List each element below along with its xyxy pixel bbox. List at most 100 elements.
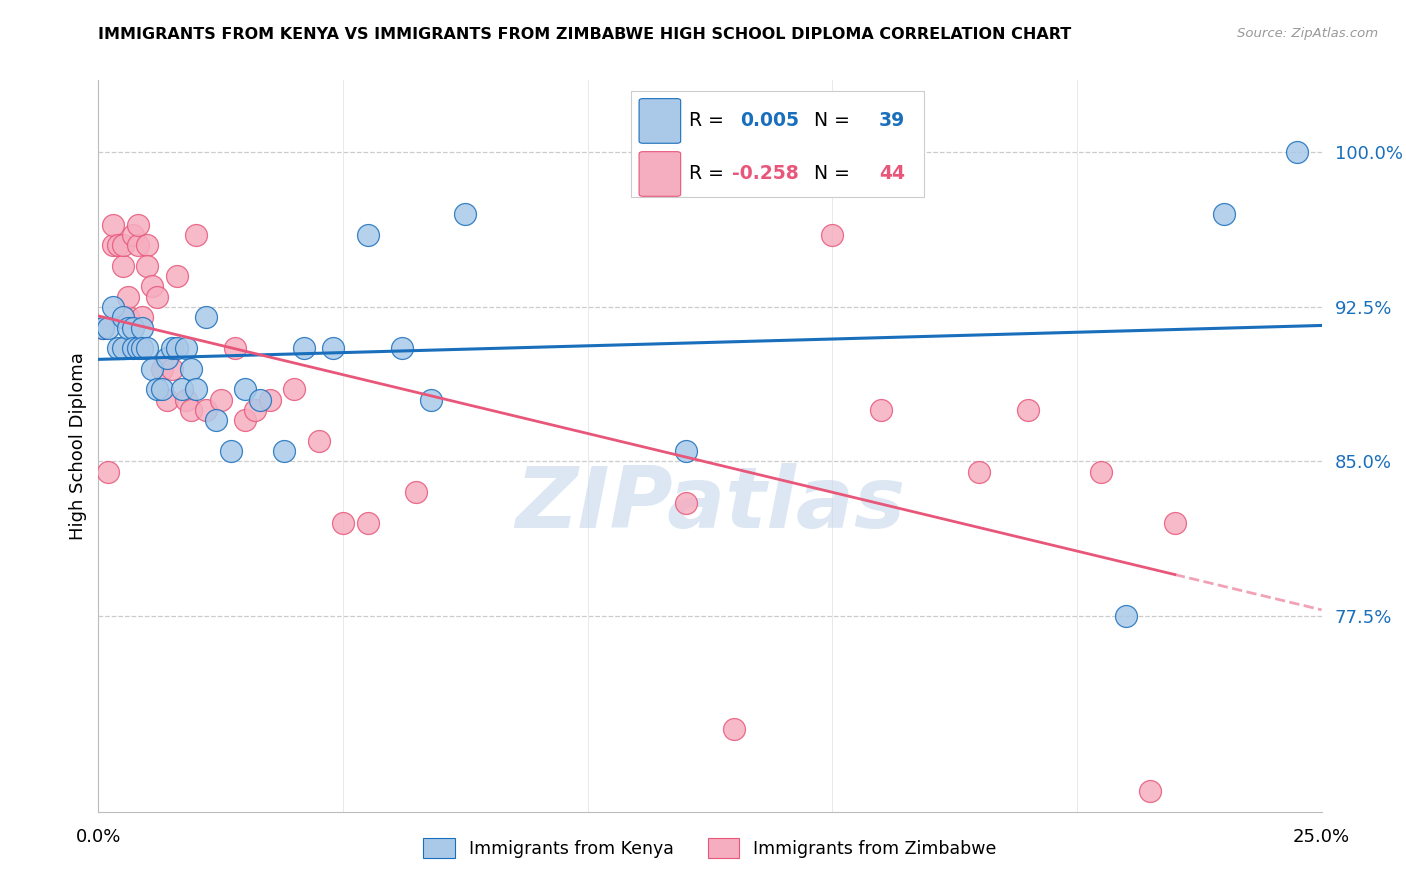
Point bbox=[117, 290, 139, 304]
Point bbox=[141, 279, 163, 293]
Point bbox=[141, 361, 163, 376]
Point bbox=[111, 341, 134, 355]
Text: 25.0%: 25.0% bbox=[1294, 828, 1350, 847]
Point bbox=[166, 341, 188, 355]
Point bbox=[1212, 207, 1234, 221]
Text: N =: N = bbox=[801, 112, 856, 130]
Point bbox=[111, 310, 134, 325]
Point bbox=[170, 382, 193, 396]
Point bbox=[166, 268, 188, 283]
Point bbox=[454, 207, 477, 221]
Point bbox=[420, 392, 443, 407]
Point bbox=[870, 403, 893, 417]
Point bbox=[356, 516, 378, 531]
Point bbox=[97, 320, 120, 334]
Point bbox=[127, 238, 149, 252]
Point bbox=[675, 444, 697, 458]
Point bbox=[117, 320, 139, 334]
Text: Source: ZipAtlas.com: Source: ZipAtlas.com bbox=[1237, 27, 1378, 40]
Point bbox=[405, 485, 427, 500]
Point bbox=[146, 290, 169, 304]
Point bbox=[136, 238, 159, 252]
Point bbox=[160, 341, 183, 355]
Point bbox=[111, 259, 134, 273]
Point bbox=[176, 341, 198, 355]
Point bbox=[186, 227, 208, 242]
Point bbox=[1090, 465, 1112, 479]
Point bbox=[121, 320, 143, 334]
FancyBboxPatch shape bbox=[640, 152, 681, 196]
Text: 0.0%: 0.0% bbox=[76, 828, 121, 847]
Point bbox=[121, 341, 143, 355]
Point bbox=[101, 218, 124, 232]
Point bbox=[391, 341, 413, 355]
Text: R =: R = bbox=[689, 164, 730, 184]
Point bbox=[150, 361, 173, 376]
Point bbox=[723, 723, 745, 737]
Point bbox=[209, 392, 232, 407]
Point bbox=[205, 413, 228, 427]
Point bbox=[131, 320, 153, 334]
Point bbox=[160, 361, 183, 376]
Text: -0.258: -0.258 bbox=[733, 164, 799, 184]
Y-axis label: High School Diploma: High School Diploma bbox=[69, 352, 87, 540]
Point bbox=[1164, 516, 1187, 531]
Point bbox=[1115, 609, 1137, 624]
Point bbox=[127, 218, 149, 232]
Point bbox=[180, 403, 202, 417]
Point bbox=[1017, 403, 1039, 417]
Point bbox=[356, 227, 378, 242]
Point bbox=[1286, 145, 1309, 160]
Point bbox=[101, 300, 124, 314]
Point bbox=[821, 227, 844, 242]
Point bbox=[308, 434, 330, 448]
Point bbox=[156, 351, 179, 366]
Point bbox=[195, 403, 218, 417]
Point bbox=[101, 238, 124, 252]
Point bbox=[219, 444, 242, 458]
Point bbox=[107, 341, 129, 355]
Point bbox=[150, 382, 173, 396]
Text: R =: R = bbox=[689, 112, 730, 130]
FancyBboxPatch shape bbox=[640, 99, 681, 144]
Point bbox=[107, 238, 129, 252]
Point bbox=[233, 382, 256, 396]
Point bbox=[131, 310, 153, 325]
Point bbox=[186, 382, 208, 396]
Text: 39: 39 bbox=[879, 112, 905, 130]
Point bbox=[156, 392, 179, 407]
FancyBboxPatch shape bbox=[630, 91, 924, 197]
Point bbox=[117, 310, 139, 325]
Point bbox=[111, 238, 134, 252]
Point bbox=[91, 320, 114, 334]
Point bbox=[249, 392, 271, 407]
Point bbox=[675, 496, 697, 510]
Text: ZIPatlas: ZIPatlas bbox=[515, 463, 905, 546]
Point bbox=[146, 382, 169, 396]
Point bbox=[259, 392, 281, 407]
Point bbox=[121, 227, 143, 242]
Point bbox=[176, 392, 198, 407]
Point bbox=[322, 341, 344, 355]
Text: 0.005: 0.005 bbox=[741, 112, 800, 130]
Point bbox=[292, 341, 315, 355]
Text: IMMIGRANTS FROM KENYA VS IMMIGRANTS FROM ZIMBABWE HIGH SCHOOL DIPLOMA CORRELATIO: IMMIGRANTS FROM KENYA VS IMMIGRANTS FROM… bbox=[98, 27, 1071, 42]
Text: N =: N = bbox=[801, 164, 856, 184]
Legend: Immigrants from Kenya, Immigrants from Zimbabwe: Immigrants from Kenya, Immigrants from Z… bbox=[416, 831, 1004, 865]
Point bbox=[136, 259, 159, 273]
Point bbox=[233, 413, 256, 427]
Point bbox=[180, 361, 202, 376]
Point bbox=[97, 465, 120, 479]
Point bbox=[224, 341, 246, 355]
Point bbox=[195, 310, 218, 325]
Text: 44: 44 bbox=[879, 164, 905, 184]
Point bbox=[131, 341, 153, 355]
Point bbox=[243, 403, 266, 417]
Point bbox=[127, 341, 149, 355]
Point bbox=[91, 320, 114, 334]
Point bbox=[967, 465, 990, 479]
Point bbox=[1139, 784, 1161, 798]
Point bbox=[283, 382, 305, 396]
Point bbox=[136, 341, 159, 355]
Point bbox=[273, 444, 295, 458]
